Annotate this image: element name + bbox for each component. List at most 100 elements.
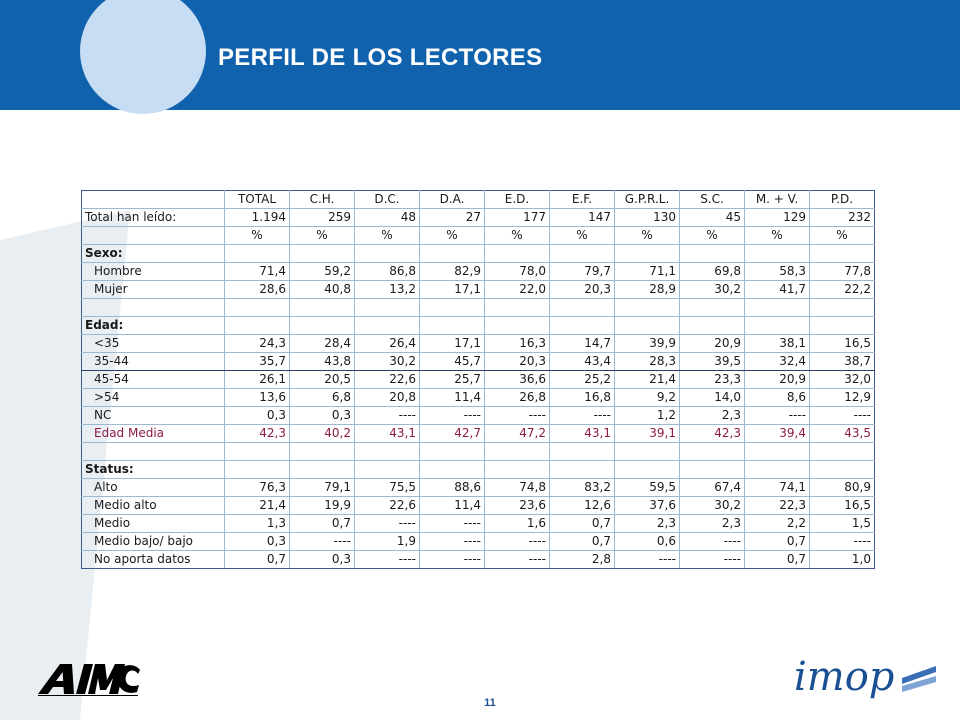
table-cell: 80,9 (809, 478, 875, 497)
table-cell: 1,5 (809, 514, 875, 533)
header-circle-decoration (80, 0, 206, 114)
column-header: TOTAL (224, 190, 290, 209)
table-cell: 43,1 (549, 424, 615, 443)
table-cell: 8,6 (744, 388, 810, 407)
table-cell: % (289, 226, 355, 245)
table-cell: 40,8 (289, 280, 355, 299)
table-cell (809, 316, 875, 335)
row-label: Alto (81, 478, 225, 497)
table-cell: 17,1 (419, 280, 485, 299)
row-label (81, 442, 225, 461)
column-header: D.A. (419, 190, 485, 209)
imop-logo-stripe-top (902, 666, 936, 684)
table-cell: 19,9 (289, 496, 355, 515)
row-label: Edad: (81, 316, 225, 335)
aimc-logo (38, 664, 140, 696)
table-cell: 28,3 (614, 352, 680, 371)
aimc-a-shape (38, 664, 74, 694)
table-row: 35-44 35,7 43,8 30,2 45,7 20,3 43,4 28,3 39,5 32,… (81, 352, 875, 371)
column-header: C.H. (289, 190, 355, 209)
table-cell: 26,4 (354, 334, 420, 353)
table-cell: 0,7 (744, 550, 810, 569)
table-cell (549, 316, 615, 335)
table-cell (224, 442, 290, 461)
table-cell: ---- (549, 406, 615, 425)
table-cell (354, 442, 420, 461)
table-cell: 232 (809, 208, 875, 227)
table-cell: 2,3 (614, 514, 680, 533)
row-label: Medio bajo/ bajo (81, 532, 225, 551)
table-cell: 0,3 (289, 406, 355, 425)
table-cell (679, 442, 745, 461)
table-row: 45-54 26,1 20,5 22,6 25,7 36,6 25,2 21,4 23,3 20,… (81, 370, 875, 389)
table-cell: ---- (744, 406, 810, 425)
table-cell: 45 (679, 208, 745, 227)
table-cell (809, 442, 875, 461)
table-cell: 83,2 (549, 478, 615, 497)
table-cell (549, 460, 615, 479)
table-cell: 13,2 (354, 280, 420, 299)
row-label: Sexo: (81, 244, 225, 263)
column-header: P.D. (809, 190, 875, 209)
table-cell (289, 298, 355, 317)
table-cell (614, 298, 680, 317)
table-cell: 16,5 (809, 496, 875, 515)
row-label: Edad Media (81, 424, 225, 443)
table-cell: 25,2 (549, 370, 615, 389)
table-cell (289, 316, 355, 335)
table-cell: 42,3 (679, 424, 745, 443)
table-cell: 28,9 (614, 280, 680, 299)
table-cell: ---- (679, 532, 745, 551)
table-cell: ---- (484, 550, 550, 569)
table-cell (354, 244, 420, 263)
table-row: Mujer 28,6 40,8 13,2 17,1 22,0 20,3 28,9 30,2 41,… (81, 280, 875, 299)
table-cell: 14,7 (549, 334, 615, 353)
column-header (81, 190, 225, 209)
table-cell: % (744, 226, 810, 245)
table-cell (419, 442, 485, 461)
row-label (81, 298, 225, 317)
column-header: G.P.R.L. (614, 190, 680, 209)
column-header: E.D. (484, 190, 550, 209)
table-cell: 42,3 (224, 424, 290, 443)
row-label: Total han leído: (81, 208, 225, 227)
table-cell: 2,3 (679, 514, 745, 533)
table-row (81, 298, 875, 317)
aimc-i-shape (76, 664, 93, 694)
table-cell (224, 316, 290, 335)
row-label: Mujer (81, 280, 225, 299)
table-cell: 47,2 (484, 424, 550, 443)
table-cell: 39,9 (614, 334, 680, 353)
table-cell: 25,7 (419, 370, 485, 389)
table-cell: 22,2 (809, 280, 875, 299)
table-cell: 78,0 (484, 262, 550, 281)
table-cell: 0,3 (224, 532, 290, 551)
table-cell: 30,2 (354, 352, 420, 371)
row-label (81, 226, 225, 245)
table-cell (484, 298, 550, 317)
table-cell: ---- (809, 532, 875, 551)
table-cell (679, 460, 745, 479)
table-row: <35 24,3 28,4 26,4 17,1 16,3 14,7 39,9 20,9 38,1 1… (81, 334, 875, 353)
table-cell (354, 460, 420, 479)
table-row (81, 442, 875, 461)
table-cell: 22,3 (744, 496, 810, 515)
row-label: NC (81, 406, 225, 425)
table-cell (614, 244, 680, 263)
table-cell: 41,7 (744, 280, 810, 299)
table-row: Sexo: (81, 244, 875, 263)
table-cell: ---- (354, 550, 420, 569)
table-cell: 48 (354, 208, 420, 227)
table-cell: 43,4 (549, 352, 615, 371)
table-cell (289, 460, 355, 479)
row-label: 35-44 (81, 352, 225, 371)
table-cell: 11,4 (419, 388, 485, 407)
row-label: Status: (81, 460, 225, 479)
table-cell: 0,7 (289, 514, 355, 533)
table-cell: 20,3 (549, 280, 615, 299)
table-cell: 23,3 (679, 370, 745, 389)
table-cell: 39,4 (744, 424, 810, 443)
table-cell (809, 244, 875, 263)
table-cell (419, 298, 485, 317)
table-cell: 67,4 (679, 478, 745, 497)
